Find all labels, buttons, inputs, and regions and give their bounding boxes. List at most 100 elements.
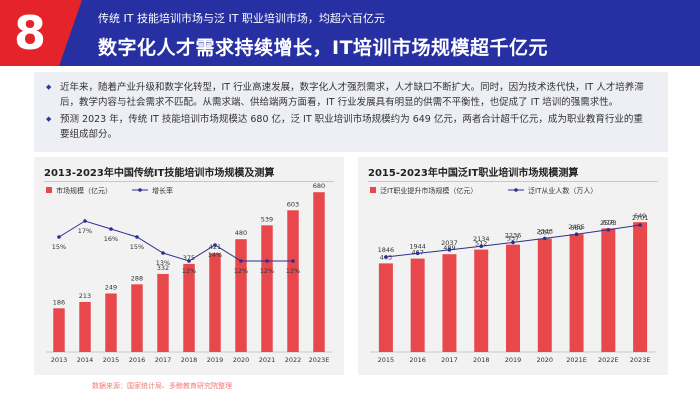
bar (601, 228, 616, 352)
legend-marker-line (514, 188, 518, 192)
bar (474, 249, 489, 352)
bar (569, 234, 584, 352)
chart-traditional-it: 市场规模（亿元） 增长率 186 2013 15% 213 2014 17% 249 2015 16… (46, 182, 332, 364)
diamond-bullet-icon: ◆ (46, 83, 52, 91)
bar (131, 284, 143, 352)
line-value-label: 2455 (568, 223, 585, 231)
x-tick-label: 2023E (630, 356, 651, 364)
line-value-label: 17% (78, 227, 92, 235)
legend-label-line: 泛IT从业人数（万人） (528, 186, 597, 195)
line-point (239, 259, 243, 263)
line-point (187, 259, 191, 263)
x-tick-label: 2021 (259, 356, 276, 364)
line-point (479, 244, 484, 249)
line-point (291, 259, 295, 263)
x-tick-label: 2017 (155, 356, 172, 364)
x-tick-label: 2016 (129, 356, 146, 364)
chart-title: 2013-2023年中国传统IT技能培训市场规模及测算 (44, 168, 275, 179)
bar (157, 273, 169, 352)
line-point (135, 235, 139, 239)
chart-pan-it: 泛IT职业提升市场规模（亿元）泛IT从业人数（万人）44320151846467… (370, 186, 656, 364)
page-header: 8 传统 IT 技能培训市场与泛 IT 职业培训市场，均超六百亿元 数字化人才需… (0, 0, 700, 66)
legend-label-line: 增长率 (152, 186, 173, 195)
bar-value-label: 567 (539, 229, 551, 237)
bar (287, 210, 299, 352)
bar (442, 254, 457, 352)
x-tick-label: 2015 (103, 356, 120, 364)
bar (105, 293, 117, 352)
summary-text-1: 近年来，随着产业升级和数字化转型，IT 行业高速发展，数字化人才强烈需求，人才缺… (60, 82, 644, 108)
line-value-label: 14% (208, 251, 222, 259)
summary-text-2: 预测 2023 年，传统 IT 技能培训市场规模达 680 亿，泛 IT 职业培… (60, 114, 643, 140)
line-point (542, 236, 547, 241)
x-tick-label: 2019 (505, 356, 522, 364)
x-tick-label: 2021E (566, 356, 587, 364)
line-point (83, 219, 87, 223)
bar-value-label: 186 (53, 298, 65, 306)
line-value-label: 2701 (632, 214, 649, 222)
x-tick-label: 2017 (441, 356, 458, 364)
line-value-label: 16% (104, 235, 118, 243)
bar (53, 308, 65, 352)
x-tick-label: 2022E (598, 356, 619, 364)
x-tick-label: 2015 (378, 356, 395, 364)
summary-box: ◆ 近年来，随着产业升级和数字化转型，IT 行业高速发展，数字化人才强烈需求，人… (34, 72, 668, 152)
summary-bullet-1: ◆ 近年来，随着产业升级和数字化转型，IT 行业高速发展，数字化人才强烈需求，人… (46, 80, 646, 110)
bar (378, 263, 393, 352)
line-value-label: 2343 (537, 227, 554, 235)
diamond-bullet-icon: ◆ (46, 115, 52, 123)
bar (79, 301, 91, 352)
line-point (511, 240, 515, 245)
bar-value-label: 512 (475, 240, 487, 248)
legend-label-bar: 市场规模（亿元） (56, 186, 112, 195)
legend-marker-line (138, 188, 142, 192)
line-point (638, 223, 642, 227)
page-subtitle: 传统 IT 技能培训市场与泛 IT 职业培训市场，均超六百亿元 (98, 12, 385, 25)
x-tick-label: 2022 (285, 356, 302, 364)
x-tick-label: 2018 (181, 356, 198, 364)
x-tick-label: 2018 (473, 356, 490, 364)
line-point (415, 251, 420, 256)
bar-value-label: 288 (131, 274, 143, 282)
line-value-label: 1846 (378, 246, 395, 254)
chart-card-traditional-it: 2013-2023年中国传统IT技能培训市场规模及测算 市场规模（亿元） 增长率 1… (34, 157, 344, 375)
line-value-label: 12% (234, 267, 248, 275)
line-value-label: 2236 (505, 231, 522, 239)
bar-value-label: 480 (235, 229, 247, 237)
summary-bullet-2: ◆ 预测 2023 年，传统 IT 技能培训市场规模达 680 亿，泛 IT 职… (46, 112, 646, 142)
line-point (161, 251, 165, 255)
line-value-label: 1944 (409, 242, 426, 250)
bar-value-label: 618 (602, 218, 614, 226)
bar (410, 258, 425, 352)
bar-value-label: 539 (261, 215, 273, 223)
bar-value-label: 603 (287, 200, 299, 208)
x-tick-label: 2023E (309, 356, 330, 364)
section-number: 8 (14, 6, 47, 60)
line-value-label: 13% (156, 259, 170, 267)
line-point (265, 259, 269, 263)
x-tick-label: 2020 (233, 356, 250, 364)
bar-value-label: 537 (507, 235, 519, 243)
chart-title: 2015-2023年中国泛IT职业培训市场规模测算 (368, 168, 579, 179)
bar (633, 222, 648, 352)
x-tick-label: 2014 (77, 356, 94, 364)
bar (261, 225, 273, 352)
data-source: 数据来源：国家统计局、多鲸教育研究院整理 (92, 382, 232, 390)
line-value-label: 12% (260, 267, 274, 275)
chart-card-pan-it: 2015-2023年中国泛IT职业培训市场规模测算 泛IT职业提升市场规模（亿元… (358, 157, 668, 375)
title-divider (368, 181, 658, 182)
line-point (213, 243, 217, 247)
line-value-label: 12% (286, 267, 300, 275)
x-tick-label: 2013 (51, 356, 68, 364)
line-value-label: 15% (130, 243, 144, 251)
line-value-label: 2037 (441, 239, 458, 247)
bar (313, 192, 325, 352)
line-point (606, 227, 611, 232)
x-tick-label: 2019 (207, 356, 224, 364)
line-point (57, 235, 61, 239)
bar (209, 253, 221, 352)
page-title: 数字化人才需求持续增长，IT培训市场规模超千亿元 (98, 37, 549, 59)
title-divider (44, 181, 334, 182)
series-line (58, 220, 293, 262)
bar-value-label: 213 (79, 292, 91, 300)
